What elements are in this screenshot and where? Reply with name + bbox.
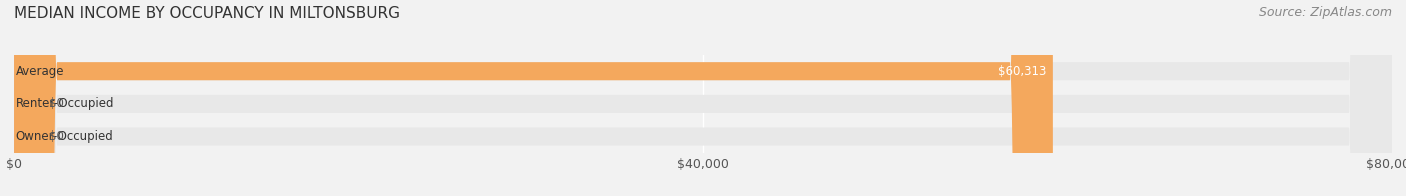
FancyBboxPatch shape [14,0,1392,196]
FancyBboxPatch shape [14,0,39,196]
Text: Owner-Occupied: Owner-Occupied [15,130,114,143]
FancyBboxPatch shape [14,0,1392,196]
FancyBboxPatch shape [14,0,1053,196]
Text: $60,313: $60,313 [998,65,1046,78]
Text: $0: $0 [48,130,63,143]
Text: Renter-Occupied: Renter-Occupied [15,97,114,110]
Text: Average: Average [15,65,63,78]
Text: $0: $0 [48,97,63,110]
FancyBboxPatch shape [14,0,1392,196]
FancyBboxPatch shape [14,0,39,196]
Text: MEDIAN INCOME BY OCCUPANCY IN MILTONSBURG: MEDIAN INCOME BY OCCUPANCY IN MILTONSBUR… [14,6,401,21]
Text: Source: ZipAtlas.com: Source: ZipAtlas.com [1258,6,1392,19]
